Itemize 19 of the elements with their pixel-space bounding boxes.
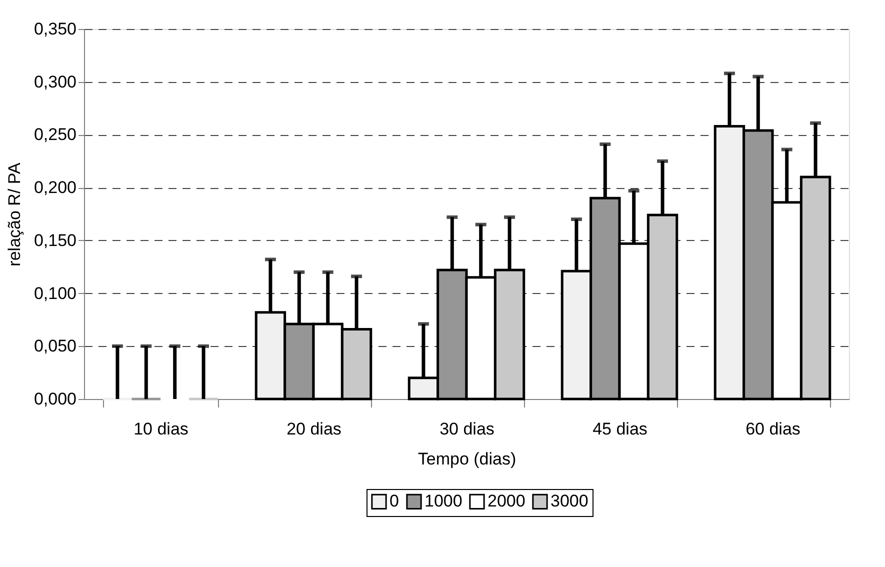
- y-tick-label: 0,000: [34, 390, 76, 408]
- legend-label: 3000: [550, 492, 588, 511]
- y-tick-label: 0,350: [34, 20, 76, 38]
- y-tick-label: 0,150: [34, 230, 76, 250]
- y-axis-title: relação R/ PA: [4, 162, 24, 266]
- legend-label: 1000: [424, 492, 462, 511]
- x-tick-label: 10 dias: [134, 420, 188, 438]
- x-tick-label: 20 dias: [286, 420, 342, 438]
- y-tick-label: 0,200: [34, 178, 76, 198]
- y-tick-label: 0,100: [34, 284, 76, 303]
- legend-label: 0: [390, 492, 399, 511]
- x-tick-label: 30 dias: [440, 420, 494, 438]
- legend-label: 2000: [488, 492, 526, 511]
- x-tick-label: 60 dias: [746, 420, 800, 438]
- y-tick-label: 0,250: [34, 125, 76, 144]
- x-tick-label: 45 dias: [592, 420, 648, 438]
- y-tick-label: 0,300: [34, 72, 76, 92]
- y-tick-label: 0,050: [34, 336, 76, 356]
- x-axis-title: Tempo (dias): [418, 450, 516, 468]
